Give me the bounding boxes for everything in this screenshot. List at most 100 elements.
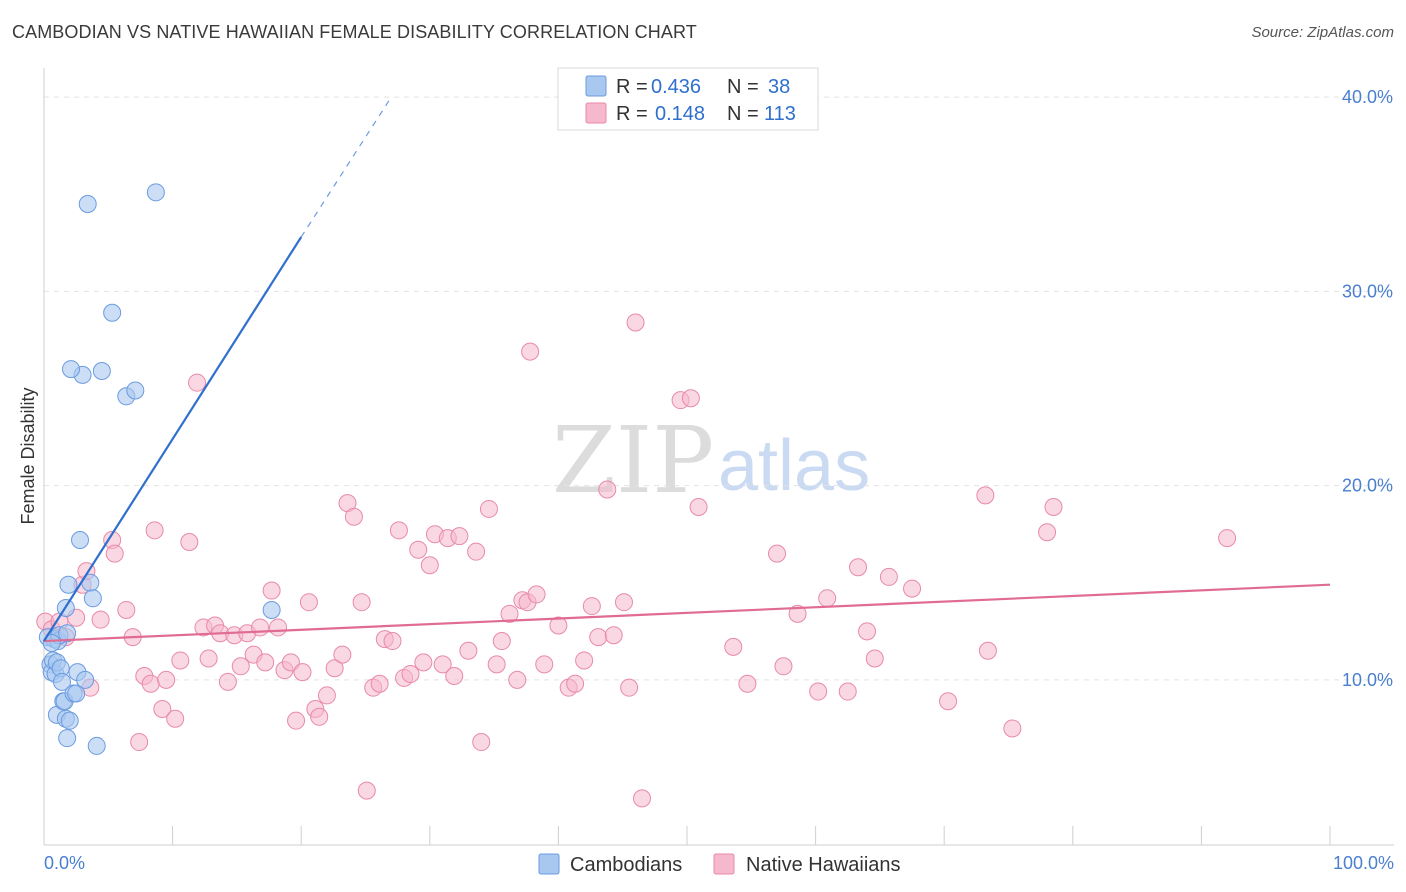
- native-hawaiian-point: [420, 556, 439, 575]
- cambodian-point: [78, 194, 97, 213]
- legend-r-label: R =: [616, 76, 653, 98]
- legend-row-native-hawaiians: R = 0.148 N = 113: [616, 103, 796, 125]
- cambodian-point: [262, 600, 281, 619]
- legend-r-value: 0.148: [655, 103, 705, 125]
- y-axis-tick-labels: 10.0% 20.0% 30.0% 40.0%: [1342, 87, 1393, 690]
- native-hawaiian-point: [459, 641, 478, 660]
- legend-n-label: N =: [727, 76, 764, 98]
- cambodian-point: [103, 303, 122, 322]
- cambodian-point: [71, 531, 90, 550]
- native-hawaiian-points: [36, 313, 1237, 808]
- native-hawaiian-point: [492, 632, 511, 651]
- native-hawaiian-point: [414, 653, 433, 672]
- chart-title: CAMBODIAN VS NATIVE HAWAIIAN FEMALE DISA…: [12, 22, 697, 42]
- legend-swatch-native-hawaiians: [585, 102, 607, 124]
- native-hawaiian-point: [632, 789, 651, 808]
- cambodian-point: [146, 183, 165, 202]
- native-hawaiian-point: [818, 589, 837, 608]
- native-hawaiian-point: [389, 521, 408, 540]
- watermark-atlas: atlas: [718, 426, 870, 506]
- native-hawaiian-point: [401, 665, 420, 684]
- native-hawaiian-point: [521, 342, 540, 361]
- native-hawaiian-point: [153, 700, 172, 719]
- cambodian-point: [42, 633, 61, 652]
- native-hawaiian-point: [130, 733, 149, 752]
- native-hawaiian-point: [774, 657, 793, 676]
- native-hawaiian-point: [293, 663, 312, 682]
- native-hawaiian-point: [450, 527, 469, 546]
- native-hawaiian-point: [724, 637, 743, 656]
- native-hawaiian-point: [269, 618, 288, 637]
- cambodian-point: [126, 381, 145, 400]
- native-hawaiian-point: [1218, 529, 1237, 548]
- native-hawaiian-point: [1003, 719, 1022, 738]
- native-hawaiian-point: [91, 610, 110, 629]
- native-hawaiian-point: [527, 585, 546, 604]
- native-hawaiian-point: [479, 499, 498, 518]
- bottom-legend-label-cambodians: Cambodians: [570, 854, 682, 876]
- cambodian-point: [76, 670, 95, 689]
- chart-source: Source: ZipAtlas.com: [1251, 24, 1394, 41]
- native-hawaiian-point: [166, 709, 185, 728]
- legend-r-value: 0.436: [651, 76, 701, 98]
- native-hawaiian-point: [262, 581, 281, 600]
- x-tick-label-max: 100.0%: [1333, 853, 1394, 873]
- stats-legend: R = 0.436 N = 38 R = 0.148 N = 113: [557, 67, 819, 131]
- native-hawaiian-point: [487, 655, 506, 674]
- native-hawaiian-point: [299, 593, 318, 612]
- native-hawaiian-point: [409, 540, 428, 559]
- native-hawaiian-point: [188, 373, 207, 392]
- legend-row-cambodians: R = 0.436 N = 38: [616, 76, 790, 98]
- cambodian-point: [83, 589, 102, 608]
- native-hawaiian-point: [344, 507, 363, 526]
- native-hawaiian-point: [383, 632, 402, 651]
- legend-n-value: 113: [764, 103, 796, 125]
- native-hawaiian-point: [231, 657, 250, 676]
- native-hawaiian-point: [865, 649, 884, 668]
- native-hawaiian-point: [281, 653, 300, 672]
- cambodian-point: [92, 362, 111, 381]
- native-hawaiian-point: [903, 579, 922, 598]
- native-hawaiian-point: [352, 593, 371, 612]
- native-hawaiian-point: [287, 711, 306, 730]
- native-hawaiian-point: [549, 616, 568, 635]
- native-hawaiian-point: [589, 628, 608, 647]
- x-axis-ticks: [43, 826, 1331, 845]
- native-hawaiian-point: [582, 597, 601, 616]
- native-hawaiian-point: [445, 667, 464, 686]
- cambodian-point: [53, 672, 72, 691]
- cambodian-trend-extension: [300, 96, 392, 238]
- native-hawaiian-point: [199, 649, 218, 668]
- x-tick-label-min: 0.0%: [44, 853, 85, 873]
- native-hawaiian-point: [472, 733, 491, 752]
- native-hawaiian-point: [809, 682, 828, 701]
- native-hawaiian-point: [357, 781, 376, 800]
- cambodian-point: [58, 624, 77, 643]
- native-hawaiian-point: [879, 567, 898, 586]
- native-hawaiian-point: [626, 313, 645, 332]
- cambodian-point: [87, 736, 106, 755]
- native-hawaiian-point: [508, 670, 527, 689]
- legend-n-value: 38: [768, 76, 790, 98]
- native-hawaiian-point: [838, 682, 857, 701]
- native-hawaiian-point: [171, 651, 190, 670]
- cambodian-point: [62, 360, 81, 379]
- native-hawaiian-point: [689, 498, 708, 517]
- native-hawaiian-point: [598, 480, 617, 499]
- native-hawaiian-point: [433, 655, 452, 674]
- native-hawaiian-point: [1038, 523, 1057, 542]
- series-legend: Cambodians Native Hawaiians: [538, 853, 901, 876]
- y-tick-label: 20.0%: [1342, 476, 1393, 496]
- native-hawaiian-point: [738, 674, 757, 693]
- native-hawaiian-point: [145, 521, 164, 540]
- native-hawaiian-point: [117, 600, 136, 619]
- bottom-legend-swatch-cambodians: [538, 853, 560, 875]
- native-hawaiian-point: [614, 593, 633, 612]
- native-hawaiian-point: [849, 558, 868, 577]
- legend-swatch-cambodians: [585, 75, 607, 97]
- native-hawaiian-trend-line: [43, 583, 1331, 643]
- native-hawaiian-point: [566, 674, 585, 693]
- y-tick-label: 30.0%: [1342, 281, 1393, 301]
- native-hawaiian-point: [333, 645, 352, 664]
- cambodian-point: [60, 711, 79, 730]
